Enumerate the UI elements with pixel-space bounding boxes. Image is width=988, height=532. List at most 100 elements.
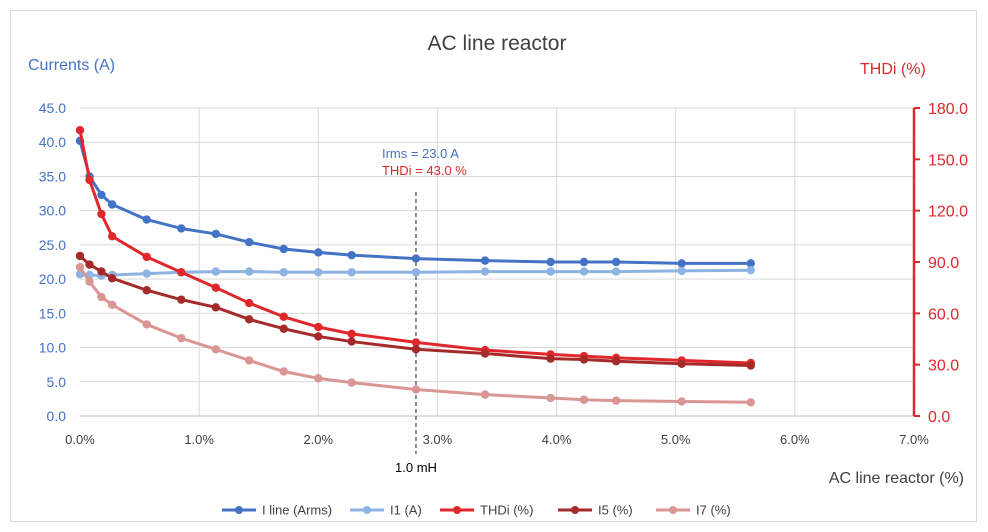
data-point-i-line-arms [611,257,621,267]
data-point-thdi [314,322,323,332]
legend: I line (Arms) I1 (A) THDi (%) I5 (%) I7 (%) [222,503,731,518]
series-i5 [75,251,755,370]
x-tick-label: 1.0% [184,432,214,447]
annotation-thdi: THDi = 43.0 % [382,163,467,178]
y-right-tick-label: 150.0 [928,152,968,169]
y-left-tick-label: 45.0 [39,100,66,116]
data-point-i7 [279,367,288,376]
x-tick-label: 5.0% [661,432,691,447]
y-left-tick-label: 30.0 [39,203,66,219]
data-point-thdi [211,283,221,292]
series [75,126,755,407]
data-point-i5 [579,355,589,364]
data-point-i1-a [746,266,755,275]
annotation-irms: Irms = 23.0 A [382,146,459,161]
data-point-i-line-arms [546,257,555,267]
data-point-i5 [279,324,288,333]
data-point-i1-a [546,267,555,276]
legend-label: I5 (%) [598,503,633,518]
legend-swatch-marker [363,506,371,514]
y-right-tick-label: 180.0 [928,101,968,118]
data-point-thdi [279,312,288,321]
data-point-i7 [142,320,151,329]
y-right-tick-label: 120.0 [928,204,968,221]
legend-label: THDi (%) [480,503,533,518]
legend-label: I7 (%) [696,503,731,518]
data-point-i7 [314,374,323,383]
data-point-thdi [411,338,421,347]
data-point-i1-a [279,268,288,277]
data-point-i-line-arms [677,259,686,268]
data-point-i-line-arms [579,257,589,267]
legend-label: I1 (A) [390,503,422,518]
data-point-i1-a [480,267,490,276]
data-point-i-line-arms [314,248,323,257]
data-point-i1-a [314,268,323,277]
data-point-thdi [97,209,106,219]
legend-entry-i5: I5 (%) [558,503,633,518]
y-left-tick-label: 25.0 [39,237,66,253]
axes: 0.0 5.0 10.0 15.0 20.0 25.0 30.0 35.0 40.0 45.0 0.… [39,100,968,447]
data-point-i7 [411,385,421,394]
x-tick-label: 2.0% [303,432,333,447]
data-point-i-line-arms [244,237,254,247]
data-point-i7 [85,277,94,286]
data-point-i5 [480,349,490,358]
data-point-i7 [75,262,85,272]
data-point-thdi [85,175,94,185]
data-point-i7 [347,378,356,387]
data-point-i5 [177,295,186,304]
data-point-i1-a [142,269,151,278]
right-axis-title: THDi (%) [860,61,926,78]
y-right-tick-label: 0.0 [928,409,950,426]
data-point-i-line-arms [97,190,106,200]
y-left-tick-label: 20.0 [39,271,66,287]
data-point-i7 [177,333,186,343]
data-point-i7 [677,397,686,406]
data-point-i-line-arms [279,244,288,254]
series-thdi [75,126,755,368]
y-left-tick-label: 40.0 [39,134,66,150]
data-point-i7 [97,292,106,302]
data-point-i5 [611,357,621,366]
data-point-i5 [546,354,555,363]
data-point-i5 [97,267,106,276]
x-tick-label: 6.0% [780,432,810,447]
data-point-i-line-arms [177,224,186,233]
data-point-i5 [211,303,221,312]
x-tick-label: 4.0% [542,432,572,447]
legend-label: I line (Arms) [262,503,332,518]
data-point-thdi [347,329,356,339]
y-left-tick-label: 35.0 [39,168,66,184]
data-point-i1-a [579,267,589,276]
chart-frame [10,10,977,522]
legend-entry-i7: I7 (%) [656,503,731,518]
data-point-i-line-arms [746,259,755,268]
legend-entry-i1-a: I1 (A) [350,503,422,518]
x-tick-label: 0.0% [65,432,95,447]
left-axis-title: Currents (A) [28,57,115,74]
data-point-i7 [211,345,221,354]
x-axis-title: AC line reactor (%) [829,470,964,487]
y-right-tick-label: 90.0 [928,255,959,272]
annotation: Irms = 23.0 A THDi = 43.0 % 1.0 mH [382,146,467,475]
data-point-i7 [546,393,555,403]
legend-swatch-marker [235,506,243,514]
data-point-i-line-arms [211,229,221,239]
y-left-tick-label: 15.0 [39,305,66,321]
data-point-i1-a [347,268,356,277]
data-point-i5 [142,286,151,295]
data-point-thdi [107,232,117,241]
data-point-i5 [746,361,755,370]
y-right-tick-label: 60.0 [928,306,959,323]
y-left-tick-label: 5.0 [47,374,67,390]
data-point-thdi [75,126,85,135]
y-left-tick-label: 0.0 [47,408,67,424]
reference-line-label: 1.0 mH [395,460,437,475]
legend-swatch-marker [571,506,579,514]
data-point-i-line-arms [107,200,117,209]
data-point-i5 [75,251,85,261]
data-point-i7 [107,300,117,309]
